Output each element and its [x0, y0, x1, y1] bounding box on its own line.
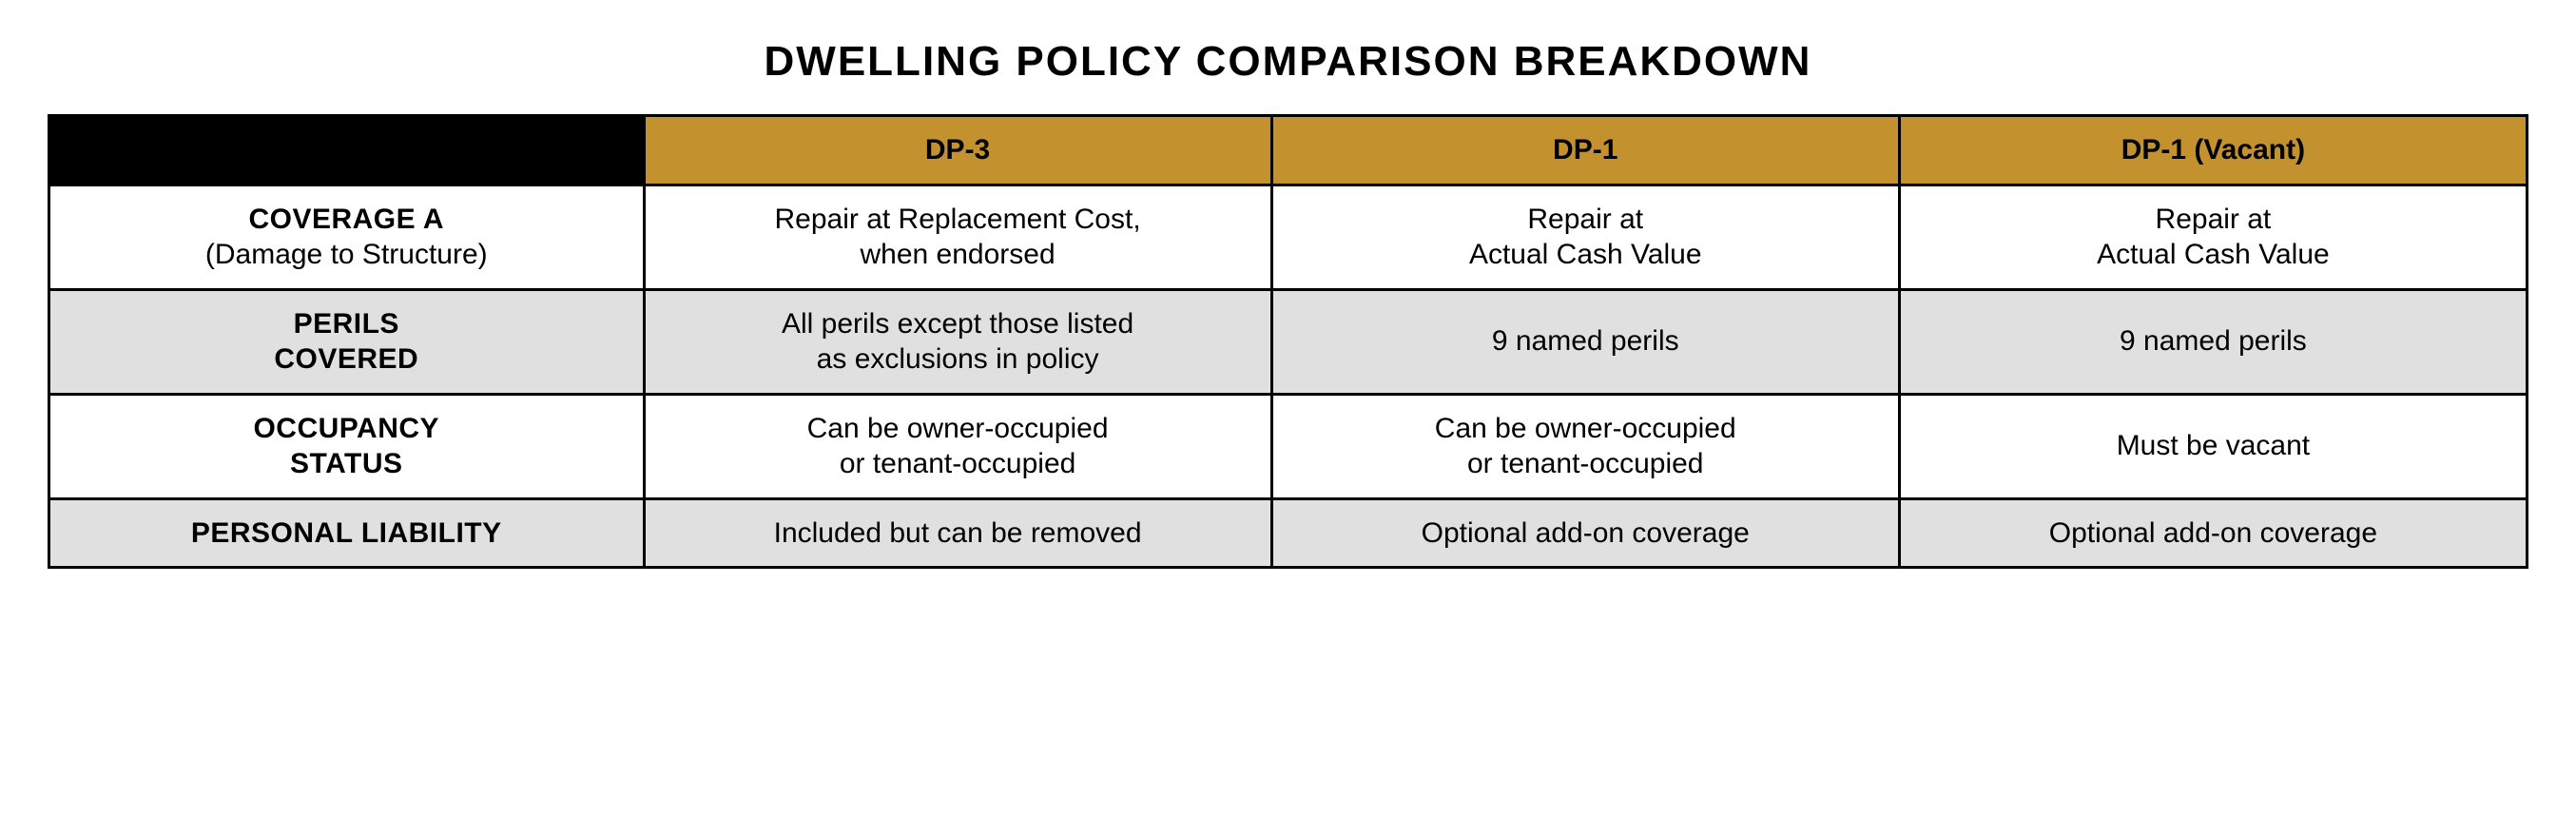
row-label-strong: PERSONAL LIABILITY: [68, 515, 626, 552]
row-label-strong: OCCUPANCYSTATUS: [68, 411, 626, 482]
cell-liability-dp1: Optional add-on coverage: [1271, 498, 1899, 568]
table-row: PERILSCOVERED All perils except those li…: [49, 289, 2528, 394]
header-blank: [49, 116, 645, 185]
cell-coverage-a-dp3: Repair at Replacement Cost,when endorsed: [644, 185, 1271, 289]
cell-liability-dp3: Included but can be removed: [644, 498, 1271, 568]
row-label-coverage-a: COVERAGE A (Damage to Structure): [49, 185, 645, 289]
table-row: OCCUPANCYSTATUS Can be owner-occupiedor …: [49, 394, 2528, 498]
cell-coverage-a-dp1: Repair atActual Cash Value: [1271, 185, 1899, 289]
cell-perils-dp3: All perils except those listedas exclusi…: [644, 289, 1271, 394]
row-label-sub: (Damage to Structure): [68, 237, 626, 273]
row-label-perils: PERILSCOVERED: [49, 289, 645, 394]
page-title: DWELLING POLICY COMPARISON BREAKDOWN: [48, 38, 2528, 86]
row-label-strong: PERILSCOVERED: [68, 306, 626, 378]
header-dp3: DP-3: [644, 116, 1271, 185]
table-row: COVERAGE A (Damage to Structure) Repair …: [49, 185, 2528, 289]
cell-coverage-a-dp1-vacant: Repair atActual Cash Value: [1899, 185, 2527, 289]
cell-liability-dp1-vacant: Optional add-on coverage: [1899, 498, 2527, 568]
cell-perils-dp1-vacant: 9 named perils: [1899, 289, 2527, 394]
row-label-liability: PERSONAL LIABILITY: [49, 498, 645, 568]
row-label-strong: COVERAGE A: [68, 202, 626, 238]
row-label-occupancy: OCCUPANCYSTATUS: [49, 394, 645, 498]
cell-perils-dp1: 9 named perils: [1271, 289, 1899, 394]
cell-occupancy-dp1-vacant: Must be vacant: [1899, 394, 2527, 498]
cell-occupancy-dp1: Can be owner-occupiedor tenant-occupied: [1271, 394, 1899, 498]
table-header-row: DP-3 DP-1 DP-1 (Vacant): [49, 116, 2528, 185]
header-dp1-vacant: DP-1 (Vacant): [1899, 116, 2527, 185]
header-dp1: DP-1: [1271, 116, 1899, 185]
cell-occupancy-dp3: Can be owner-occupiedor tenant-occupied: [644, 394, 1271, 498]
policy-comparison-table: DP-3 DP-1 DP-1 (Vacant) COVERAGE A (Dama…: [48, 114, 2528, 569]
table-row: PERSONAL LIABILITY Included but can be r…: [49, 498, 2528, 568]
